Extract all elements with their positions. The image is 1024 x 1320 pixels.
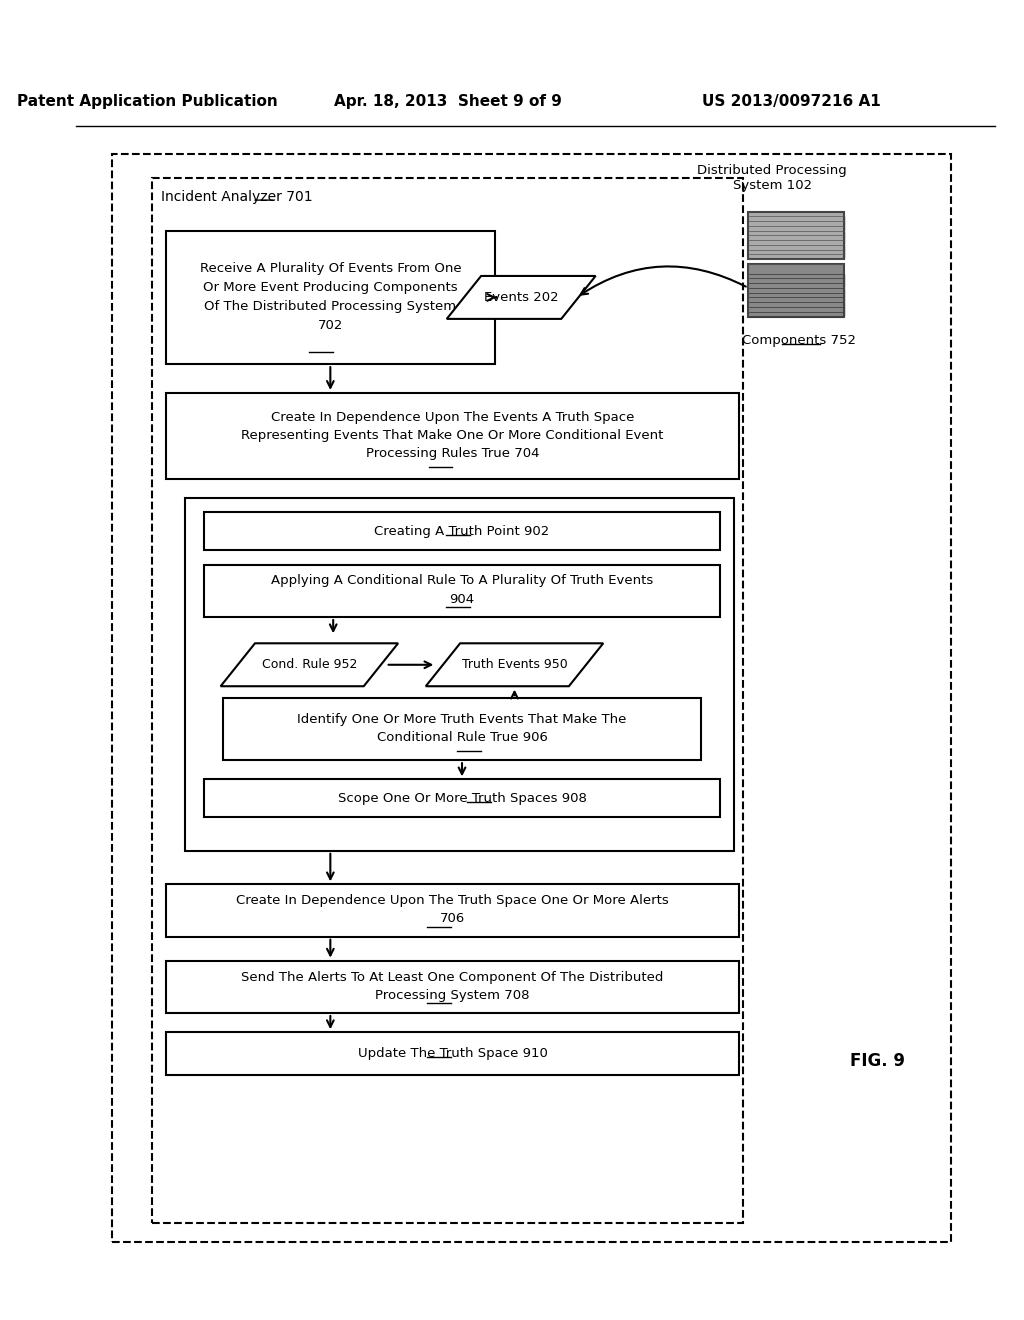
Bar	[205, 779, 720, 817]
Text: Applying A Conditional Rule To A Plurality Of Truth Events
904: Applying A Conditional Rule To A Plurali…	[271, 574, 653, 606]
Text: Receive A Plurality Of Events From One
Or More Event Producing Components
Of The: Receive A Plurality Of Events From One O…	[200, 263, 461, 333]
Bar	[753, 302, 844, 315]
Bar	[753, 288, 844, 301]
Bar	[166, 884, 738, 937]
Bar	[185, 498, 734, 851]
Bar	[753, 273, 844, 286]
Bar	[753, 231, 844, 244]
FancyBboxPatch shape	[749, 211, 844, 259]
Text: Cond. Rule 952: Cond. Rule 952	[262, 659, 357, 672]
Bar	[205, 512, 720, 550]
Bar	[152, 178, 743, 1222]
Text: Incident Analyzer 701: Incident Analyzer 701	[162, 190, 313, 205]
Text: Patent Application Publication: Patent Application Publication	[16, 94, 278, 110]
Bar	[166, 1032, 738, 1074]
Text: Send The Alerts To At Least One Component Of The Distributed
Processing System 7: Send The Alerts To At Least One Componen…	[242, 970, 664, 1002]
Text: Create In Dependence Upon The Events A Truth Space
Representing Events That Make: Create In Dependence Upon The Events A T…	[242, 412, 664, 461]
Bar	[112, 154, 951, 1242]
Text: FIG. 9: FIG. 9	[850, 1052, 904, 1069]
Text: Identify One Or More Truth Events That Make The
Conditional Rule True 906: Identify One Or More Truth Events That M…	[297, 713, 627, 744]
Bar	[166, 961, 738, 1012]
Text: Apr. 18, 2013  Sheet 9 of 9: Apr. 18, 2013 Sheet 9 of 9	[334, 94, 561, 110]
Bar	[223, 698, 700, 760]
Bar	[753, 216, 844, 230]
Bar	[166, 393, 738, 479]
Text: US 2013/0097216 A1: US 2013/0097216 A1	[701, 94, 881, 110]
Text: Components 752: Components 752	[741, 334, 856, 347]
Text: Create In Dependence Upon The Truth Space One Or More Alerts
706: Create In Dependence Upon The Truth Spac…	[237, 895, 669, 925]
Bar	[753, 246, 844, 259]
FancyBboxPatch shape	[749, 264, 844, 317]
Text: Distributed Processing
System 102: Distributed Processing System 102	[697, 164, 847, 193]
Text: Update The Truth Space 910: Update The Truth Space 910	[357, 1047, 548, 1060]
Polygon shape	[426, 643, 603, 686]
Polygon shape	[446, 276, 596, 319]
Bar	[205, 565, 720, 616]
Text: Events 202: Events 202	[484, 290, 558, 304]
Bar	[166, 231, 496, 364]
Text: Truth Events 950: Truth Events 950	[462, 659, 567, 672]
Text: Creating A Truth Point 902: Creating A Truth Point 902	[375, 524, 550, 537]
Text: Scope One Or More Truth Spaces 908: Scope One Or More Truth Spaces 908	[338, 792, 587, 805]
Polygon shape	[220, 643, 398, 686]
